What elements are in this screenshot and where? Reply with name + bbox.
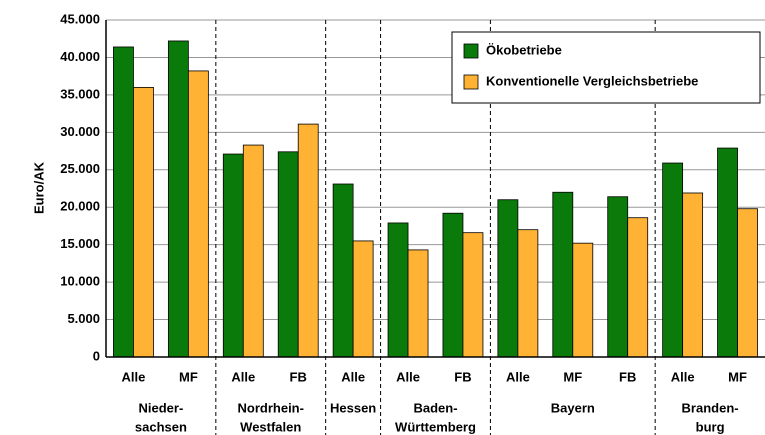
legend-label: Ökobetriebe bbox=[486, 42, 562, 57]
group-label: Branden- bbox=[682, 400, 739, 415]
legend-box bbox=[451, 31, 761, 104]
y-tick-label: 40.000 bbox=[60, 49, 100, 64]
x-tick-label: Alle bbox=[671, 369, 695, 384]
group-label: Bayern bbox=[551, 400, 595, 415]
bar bbox=[167, 40, 189, 358]
bar bbox=[242, 144, 264, 358]
y-tick-label: 20.000 bbox=[60, 199, 100, 214]
y-tick-label: 25.000 bbox=[60, 161, 100, 176]
bar bbox=[133, 87, 154, 358]
group-label: Baden- bbox=[413, 400, 457, 415]
legend-label: Konventionelle Vergleichsbetriebe bbox=[486, 73, 698, 88]
legend-swatch bbox=[463, 43, 479, 59]
bar bbox=[222, 153, 244, 358]
bar bbox=[277, 151, 299, 358]
x-tick-label: Alle bbox=[122, 369, 146, 384]
bar bbox=[332, 183, 354, 358]
x-tick-label: FB bbox=[619, 369, 636, 384]
bar bbox=[662, 162, 684, 358]
x-tick-label: Alle bbox=[396, 369, 420, 384]
bar bbox=[737, 208, 758, 358]
bar bbox=[682, 192, 704, 358]
y-tick-label: 45.000 bbox=[60, 11, 100, 26]
group-label: Hessen bbox=[330, 400, 376, 415]
y-tick-label: 0 bbox=[93, 348, 100, 363]
bar bbox=[113, 46, 134, 358]
x-tick-label: MF bbox=[179, 369, 198, 384]
y-tick-label: 10.000 bbox=[60, 274, 100, 289]
x-tick-label: MF bbox=[563, 369, 582, 384]
legend-swatch bbox=[463, 74, 479, 90]
group-label: Württemberg bbox=[395, 419, 476, 434]
y-tick-label: 35.000 bbox=[60, 86, 100, 101]
y-tick-label: 5.000 bbox=[67, 311, 100, 326]
bar bbox=[387, 222, 409, 358]
group-label: Nieder- bbox=[139, 400, 184, 415]
bar bbox=[297, 123, 319, 358]
bar bbox=[627, 217, 649, 358]
group-label: sachsen bbox=[135, 419, 187, 434]
x-tick-label: FB bbox=[454, 369, 471, 384]
bar bbox=[187, 70, 209, 358]
bar bbox=[607, 196, 629, 358]
bar bbox=[442, 212, 464, 358]
bar bbox=[407, 249, 429, 358]
group-label: burg bbox=[696, 419, 725, 434]
bar bbox=[717, 147, 738, 358]
y-tick-label: 30.000 bbox=[60, 124, 100, 139]
x-tick-label: MF bbox=[728, 369, 747, 384]
x-tick-label: Alle bbox=[506, 369, 530, 384]
bar bbox=[572, 242, 594, 358]
y-axis-label: Euro/AK bbox=[31, 161, 46, 214]
group-label: Nordrhein- bbox=[238, 400, 304, 415]
bar bbox=[517, 229, 539, 358]
x-tick-label: Alle bbox=[341, 369, 365, 384]
bar bbox=[462, 232, 484, 358]
bar bbox=[497, 199, 519, 358]
x-tick-label: Alle bbox=[231, 369, 255, 384]
y-tick-label: 15.000 bbox=[60, 236, 100, 251]
group-label: Westfalen bbox=[240, 419, 301, 434]
x-tick-label: FB bbox=[290, 369, 307, 384]
bar bbox=[352, 240, 374, 358]
bar bbox=[552, 191, 574, 358]
